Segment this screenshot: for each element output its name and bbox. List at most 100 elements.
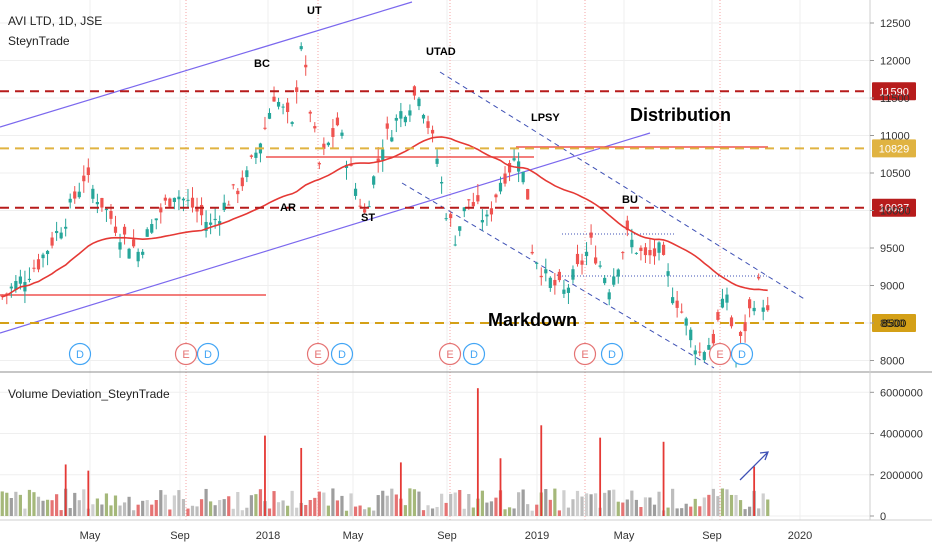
price-axis-ticks: 8000 8500 9000 9500 10000 10500 11000 11500 1200… [870,18,911,368]
volume-bar [132,510,136,516]
volume-bar [290,490,294,516]
chart-title: AVI LTD, 1D, JSE [8,14,102,28]
annotation-st: ST [361,212,375,224]
volume-bar [535,504,539,516]
dividend-marker[interactable] [462,342,486,366]
candle-body [426,121,430,128]
volume-bar [711,488,715,516]
volume-bar [430,508,435,516]
volume-bar [684,503,688,516]
annotation-markdown: Markdown [488,310,577,330]
volume-bar [27,489,32,516]
dividend-marker[interactable] [196,342,220,366]
volume-bar [643,497,648,516]
volume-bar [652,504,657,516]
volume-bar [82,489,86,516]
volume-bar [163,494,167,516]
candle-body [104,208,109,211]
volume-bar [603,492,607,516]
volume-bar [462,508,466,516]
volume-bar [313,497,317,516]
dividend-marker[interactable] [730,342,754,366]
time-tick-label: Sep [702,530,722,542]
volume-bar [716,496,720,516]
volume-bar [150,504,154,516]
candle-body [752,307,756,312]
candle-body [372,176,376,185]
earnings-marker-label: E [182,349,189,361]
volume-bar [707,494,711,516]
candle-body [45,250,50,255]
candle-body [512,158,516,161]
volume-bar [376,495,380,516]
candle-body [249,155,253,157]
candle-body [132,239,136,247]
volume-bar [702,497,706,516]
candle-body [517,161,521,172]
volume-bar [353,506,358,516]
price-tick-label: 8500 [880,318,904,330]
candle-body [390,137,394,142]
volume-spike-6 [499,458,502,516]
candle-body [761,307,765,312]
volume-bar [394,494,398,516]
volume-bar [589,494,593,516]
price-tag-10829 [872,139,916,158]
candle-body [535,262,539,264]
dividend-marker[interactable] [330,342,354,366]
candle-body [421,114,426,119]
volume-bar [218,500,222,516]
price-tick-label: 12000 [880,56,911,68]
volume-bar [308,500,312,516]
volume-bar [222,499,226,516]
dividend-marker[interactable] [600,342,624,366]
volume-bars [0,388,770,516]
candle-body [603,277,607,284]
volume-bar [385,495,389,516]
candle-body [118,242,122,250]
volume-bar [671,488,675,516]
earnings-marker[interactable] [573,342,597,366]
candle-body [507,163,512,173]
volume-bar [36,496,41,516]
volume-bar [240,510,244,516]
volume-bar [177,490,181,516]
candle-body [299,46,303,50]
annotation-ar: AR [280,202,296,214]
candle-body [648,249,652,256]
volume-bar [68,508,72,516]
candle-body [571,269,575,280]
candle-body [711,333,715,344]
earnings-marker[interactable] [174,342,198,366]
volume-bar [657,491,661,516]
price-tag-label-11590: 11590 [879,86,909,98]
candle-body [304,64,308,68]
volume-bar [612,489,616,516]
annotation-utad: UTAD [426,46,456,58]
candle-body [399,111,403,119]
candle-body [199,204,204,216]
volume-bar [729,494,734,516]
candle-body [449,214,453,219]
candle-body [290,122,294,124]
candle-body [430,129,435,134]
earnings-marker[interactable] [306,342,330,366]
earnings-marker[interactable] [438,342,462,366]
candle-body [267,112,272,119]
volume-tick-label: 4000000 [880,429,923,441]
candle-body [616,269,620,277]
volume-bar [440,493,444,516]
volume-bar [267,508,272,516]
candle-body [621,252,625,254]
dividend-marker[interactable] [68,342,92,366]
volume-spike-0 [64,464,67,516]
volume-bar [580,496,584,516]
earnings-marker[interactable] [708,342,732,366]
volume-bar [168,509,172,516]
candle-body [557,271,561,281]
candle-body [353,188,358,196]
candle-body [471,202,475,207]
candle-body [408,110,412,116]
volume-bar [408,488,412,516]
